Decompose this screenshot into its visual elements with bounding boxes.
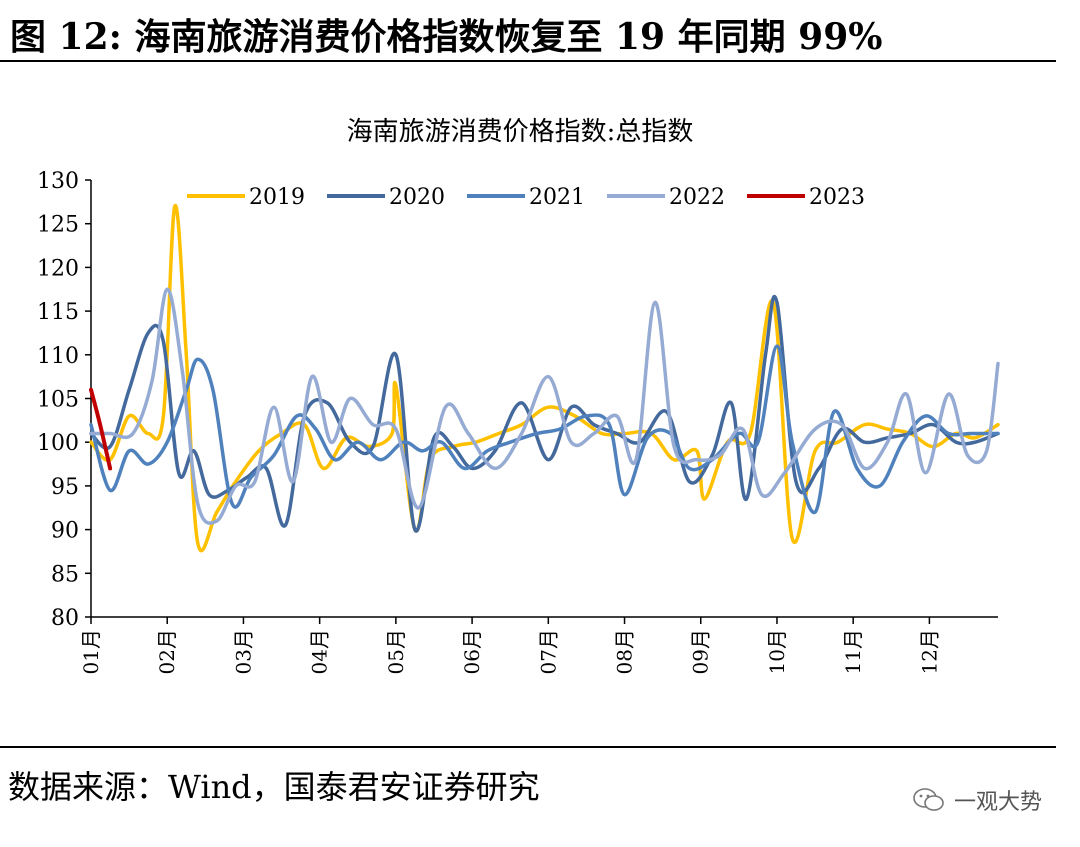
- legend-label-2023: 2023: [809, 185, 865, 210]
- series-line-2020: [89, 294, 1000, 533]
- y-tick-label: 125: [37, 213, 79, 238]
- legend: 2019 2020 2021 2022 2023: [187, 185, 865, 210]
- chart-title: 海南旅游消费价格指数:总指数: [347, 117, 694, 147]
- series-line-2021: [89, 344, 1000, 514]
- x-tick-label: 12月: [917, 629, 941, 674]
- x-tick-label: 03月: [231, 629, 255, 674]
- line-chart: 海南旅游消费价格指数:总指数 80 85 90 95 100 105 110 115 120 12…: [37, 117, 1000, 674]
- legend-label-2019: 2019: [249, 185, 305, 210]
- y-tick-label: 80: [51, 606, 79, 631]
- x-tick-label: 05月: [384, 629, 408, 674]
- legend-label-2020: 2020: [389, 185, 445, 210]
- series-layer: [89, 203, 1000, 553]
- y-tick-label: 100: [37, 431, 79, 456]
- legend-label-2022: 2022: [669, 185, 725, 210]
- legend-label-2021: 2021: [529, 185, 585, 210]
- x-tick-label: 01月: [79, 629, 103, 674]
- y-tick-label: 110: [37, 344, 79, 369]
- x-tick-label: 06月: [460, 629, 484, 674]
- x-tick-label: 11月: [841, 629, 865, 674]
- wechat-icon: [913, 788, 944, 811]
- x-tick-label: 10月: [765, 629, 789, 674]
- y-tick-label: 90: [51, 519, 79, 544]
- y-tick-label: 105: [37, 388, 79, 413]
- bottom-rule: [0, 746, 1056, 748]
- y-tick-label: 120: [37, 256, 79, 281]
- watermark: 一观大势: [912, 784, 1042, 816]
- y-axis: 80 85 90 95 100 105 110 115 120 125 130: [37, 169, 92, 631]
- watermark-text: 一观大势: [953, 790, 1042, 815]
- x-tick-label: 09月: [689, 629, 713, 674]
- x-tick-label: 08月: [613, 629, 637, 674]
- top-rule: [0, 60, 1056, 62]
- figure-title: 图 12: 海南旅游消费价格指数恢复至 19 年同期 99%: [10, 16, 883, 58]
- series-line-2022: [89, 287, 1000, 525]
- y-tick-label: 95: [51, 475, 79, 500]
- y-tick-label: 85: [51, 562, 79, 587]
- series-line-2023: [89, 387, 113, 471]
- x-axis: 01月 02月 03月 04月 05月 06月 07月 08月 09月 10月 11月 12月: [79, 616, 998, 674]
- y-tick-label: 115: [37, 300, 79, 325]
- y-tick-label: 130: [37, 169, 79, 194]
- x-tick-label: 02月: [155, 629, 179, 674]
- x-tick-label: 04月: [308, 629, 332, 674]
- source-note: 数据来源：Wind，国泰君安证券研究: [8, 768, 540, 806]
- x-tick-label: 07月: [536, 629, 560, 674]
